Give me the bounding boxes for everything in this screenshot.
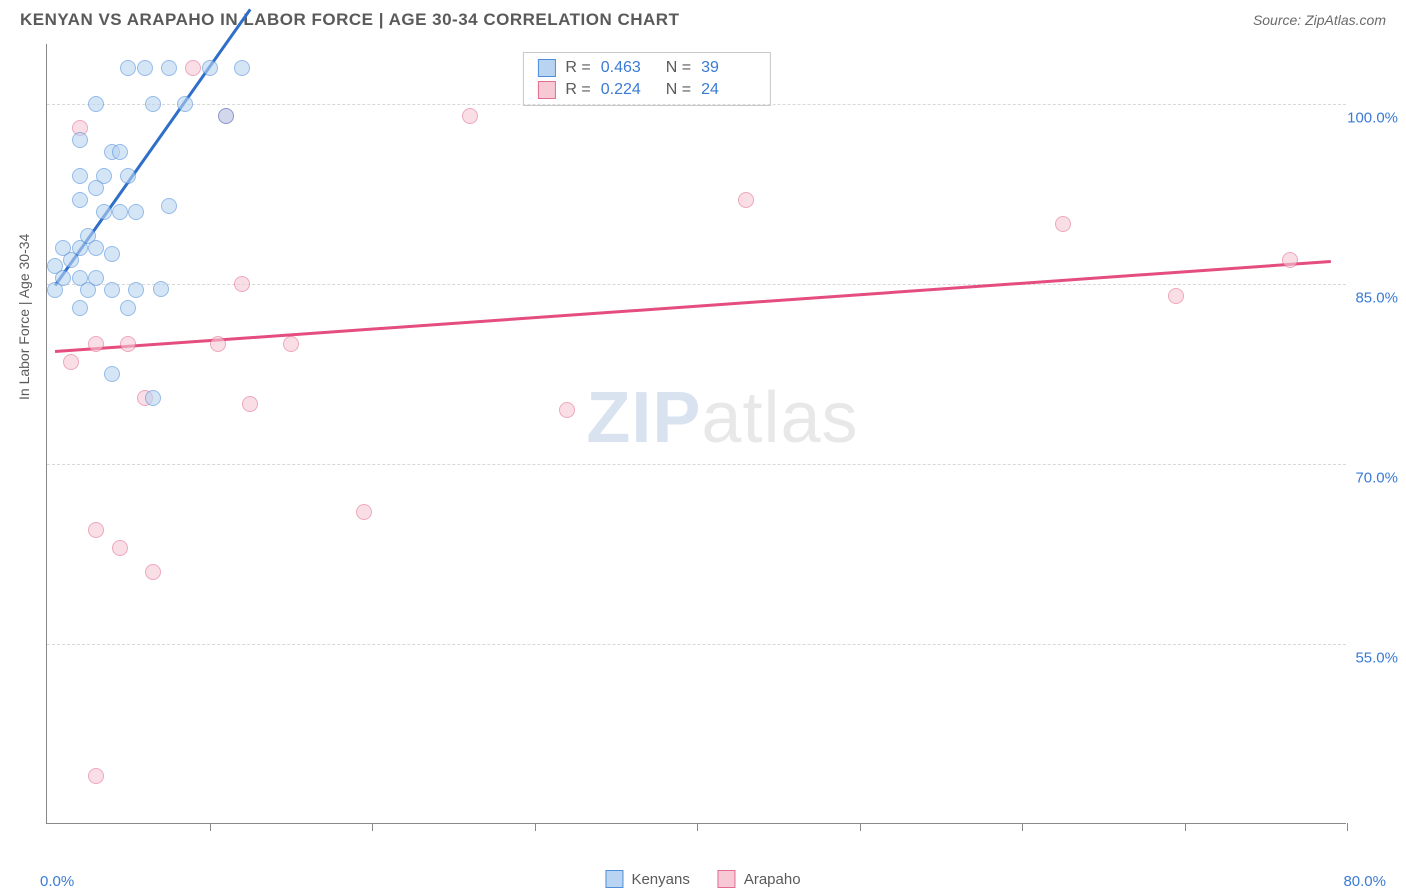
kenyans-point: [161, 60, 177, 76]
arapaho-point: [234, 276, 250, 292]
arapaho-point: [120, 336, 136, 352]
x-tick: [860, 823, 861, 831]
arapaho-legend-label: Arapaho: [744, 871, 801, 888]
chart-header: KENYAN VS ARAPAHO IN LABOR FORCE | AGE 3…: [0, 0, 1406, 36]
x-tick: [1347, 823, 1348, 831]
y-axis-label: In Labor Force | Age 30-34: [16, 234, 32, 400]
kenyans-point: [72, 192, 88, 208]
x-tick: [1185, 823, 1186, 831]
n-value: 24: [701, 81, 756, 99]
y-tick-label: 70.0%: [1355, 470, 1398, 487]
kenyans-point: [112, 204, 128, 220]
stats-row-kenyans: R = 0.463 N = 39: [537, 57, 756, 79]
kenyans-point: [234, 60, 250, 76]
kenyans-legend-swatch: [605, 870, 623, 888]
arapaho-point: [242, 396, 258, 412]
x-tick: [210, 823, 211, 831]
scatter-chart: ZIPatlas R = 0.463 N = 39 R = 0.224 N = 24: [46, 44, 1346, 824]
arapaho-point: [88, 768, 104, 784]
stats-row-arapaho: R = 0.224 N = 24: [537, 79, 756, 101]
watermark-atlas: atlas: [701, 378, 858, 458]
y-tick-label: 55.0%: [1355, 650, 1398, 667]
arapaho-point: [1282, 252, 1298, 268]
arapaho-trendline: [55, 260, 1331, 352]
kenyans-point: [120, 60, 136, 76]
kenyans-point: [128, 282, 144, 298]
stats-legend-box: R = 0.463 N = 39 R = 0.224 N = 24: [522, 52, 771, 106]
y-tick-label: 85.0%: [1355, 290, 1398, 307]
kenyans-point: [161, 198, 177, 214]
kenyans-point: [104, 366, 120, 382]
kenyans-point: [88, 96, 104, 112]
n-label: N =: [666, 59, 691, 77]
x-tick: [697, 823, 698, 831]
arapaho-point: [210, 336, 226, 352]
n-value: 39: [701, 59, 756, 77]
kenyans-point: [120, 168, 136, 184]
arapaho-swatch: [537, 81, 555, 99]
kenyans-point: [63, 252, 79, 268]
kenyans-point: [104, 246, 120, 262]
kenyans-swatch: [537, 59, 555, 77]
gridline: [47, 104, 1346, 105]
kenyans-point: [72, 168, 88, 184]
gridline: [47, 464, 1346, 465]
chart-title: KENYAN VS ARAPAHO IN LABOR FORCE | AGE 3…: [20, 10, 679, 30]
arapaho-point: [1168, 288, 1184, 304]
kenyans-point: [72, 132, 88, 148]
kenyans-point: [112, 144, 128, 160]
kenyans-point: [80, 282, 96, 298]
source-label: Source: ZipAtlas.com: [1253, 12, 1386, 28]
arapaho-point: [738, 192, 754, 208]
arapaho-point: [88, 336, 104, 352]
x-tick: [372, 823, 373, 831]
arapaho-point: [1055, 216, 1071, 232]
arapaho-legend-swatch: [718, 870, 736, 888]
arapaho-point: [145, 564, 161, 580]
arapaho-point: [185, 60, 201, 76]
kenyans-point: [218, 108, 234, 124]
kenyans-point: [177, 96, 193, 112]
kenyans-point: [104, 282, 120, 298]
gridline: [47, 644, 1346, 645]
kenyans-point: [137, 60, 153, 76]
r-label: R =: [565, 59, 590, 77]
kenyans-point: [145, 96, 161, 112]
n-label: N =: [666, 81, 691, 99]
kenyans-point: [88, 180, 104, 196]
kenyans-point: [72, 300, 88, 316]
arapaho-point: [88, 522, 104, 538]
r-value: 0.463: [601, 59, 656, 77]
x-tick: [1022, 823, 1023, 831]
arapaho-point: [112, 540, 128, 556]
kenyans-point: [88, 240, 104, 256]
kenyans-point: [120, 300, 136, 316]
arapaho-point: [283, 336, 299, 352]
kenyans-legend-label: Kenyans: [631, 871, 689, 888]
legend-item-kenyans: Kenyans: [605, 870, 689, 888]
watermark-zip: ZIP: [586, 378, 701, 458]
kenyans-point: [128, 204, 144, 220]
x-axis-max-label: 80.0%: [1343, 873, 1386, 890]
kenyans-point: [96, 204, 112, 220]
r-label: R =: [565, 81, 590, 99]
arapaho-point: [462, 108, 478, 124]
x-axis-min-label: 0.0%: [40, 873, 74, 890]
r-value: 0.224: [601, 81, 656, 99]
kenyans-point: [47, 282, 63, 298]
y-tick-label: 100.0%: [1347, 110, 1398, 127]
arapaho-point: [559, 402, 575, 418]
watermark: ZIPatlas: [586, 377, 858, 459]
kenyans-point: [145, 390, 161, 406]
bottom-legend: Kenyans Arapaho: [605, 870, 800, 888]
legend-item-arapaho: Arapaho: [718, 870, 801, 888]
arapaho-point: [63, 354, 79, 370]
kenyans-point: [202, 60, 218, 76]
x-tick: [535, 823, 536, 831]
kenyans-point: [153, 281, 169, 297]
arapaho-point: [356, 504, 372, 520]
